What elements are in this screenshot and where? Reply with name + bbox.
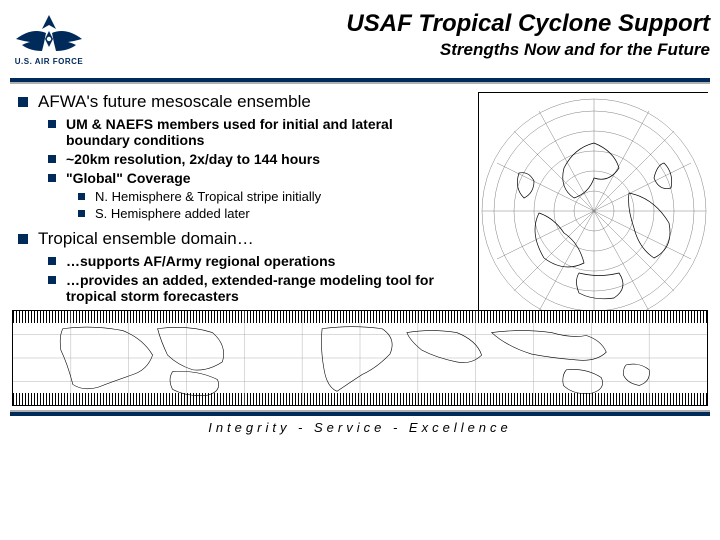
usaf-logo: U.S. AIR FORCE	[4, 4, 94, 74]
footer-motto: Integrity - Service - Excellence	[0, 420, 720, 435]
item-text: ~20km resolution, 2x/day to 144 hours	[66, 151, 320, 167]
bullet-icon	[18, 97, 28, 107]
list-item: "Global" Coverage	[48, 170, 448, 186]
polar-map	[478, 92, 708, 327]
bullet-icon	[48, 257, 56, 265]
bullet-icon	[48, 174, 56, 182]
logo-text: U.S. AIR FORCE	[15, 57, 83, 66]
subitem-text: S. Hemisphere added later	[95, 206, 250, 221]
list-item: …provides an added, extended-range model…	[48, 272, 448, 304]
footer-divider	[10, 412, 710, 416]
list-item: …supports AF/Army regional operations	[48, 253, 448, 269]
bullet-icon	[78, 210, 85, 217]
heading-text: AFWA's future mesoscale ensemble	[38, 92, 311, 112]
item-text: …provides an added, extended-range model…	[66, 272, 448, 304]
wings-icon	[14, 13, 84, 55]
page-title: USAF Tropical Cyclone Support	[94, 10, 710, 38]
bullet-icon	[18, 234, 28, 244]
title-block: USAF Tropical Cyclone Support Strengths …	[94, 4, 710, 60]
content-area: AFWA's future mesoscale ensemble UM & NA…	[0, 84, 720, 304]
heading-text: Tropical ensemble domain…	[38, 229, 254, 249]
bullet-icon	[78, 193, 85, 200]
bullet-icon	[48, 276, 56, 284]
bullet-icon	[48, 155, 56, 163]
list-item: UM & NAEFS members used for initial and …	[48, 116, 448, 148]
item-text: "Global" Coverage	[66, 170, 191, 186]
list-item: ~20km resolution, 2x/day to 144 hours	[48, 151, 448, 167]
header: U.S. AIR FORCE USAF Tropical Cyclone Sup…	[0, 0, 720, 74]
bullet-icon	[48, 120, 56, 128]
item-text: UM & NAEFS members used for initial and …	[66, 116, 448, 148]
header-divider	[10, 78, 710, 82]
subitem-text: N. Hemisphere & Tropical stripe initiall…	[95, 189, 321, 204]
page-subtitle: Strengths Now and for the Future	[94, 40, 710, 60]
item-text: …supports AF/Army regional operations	[66, 253, 335, 269]
tropical-map	[12, 310, 708, 406]
